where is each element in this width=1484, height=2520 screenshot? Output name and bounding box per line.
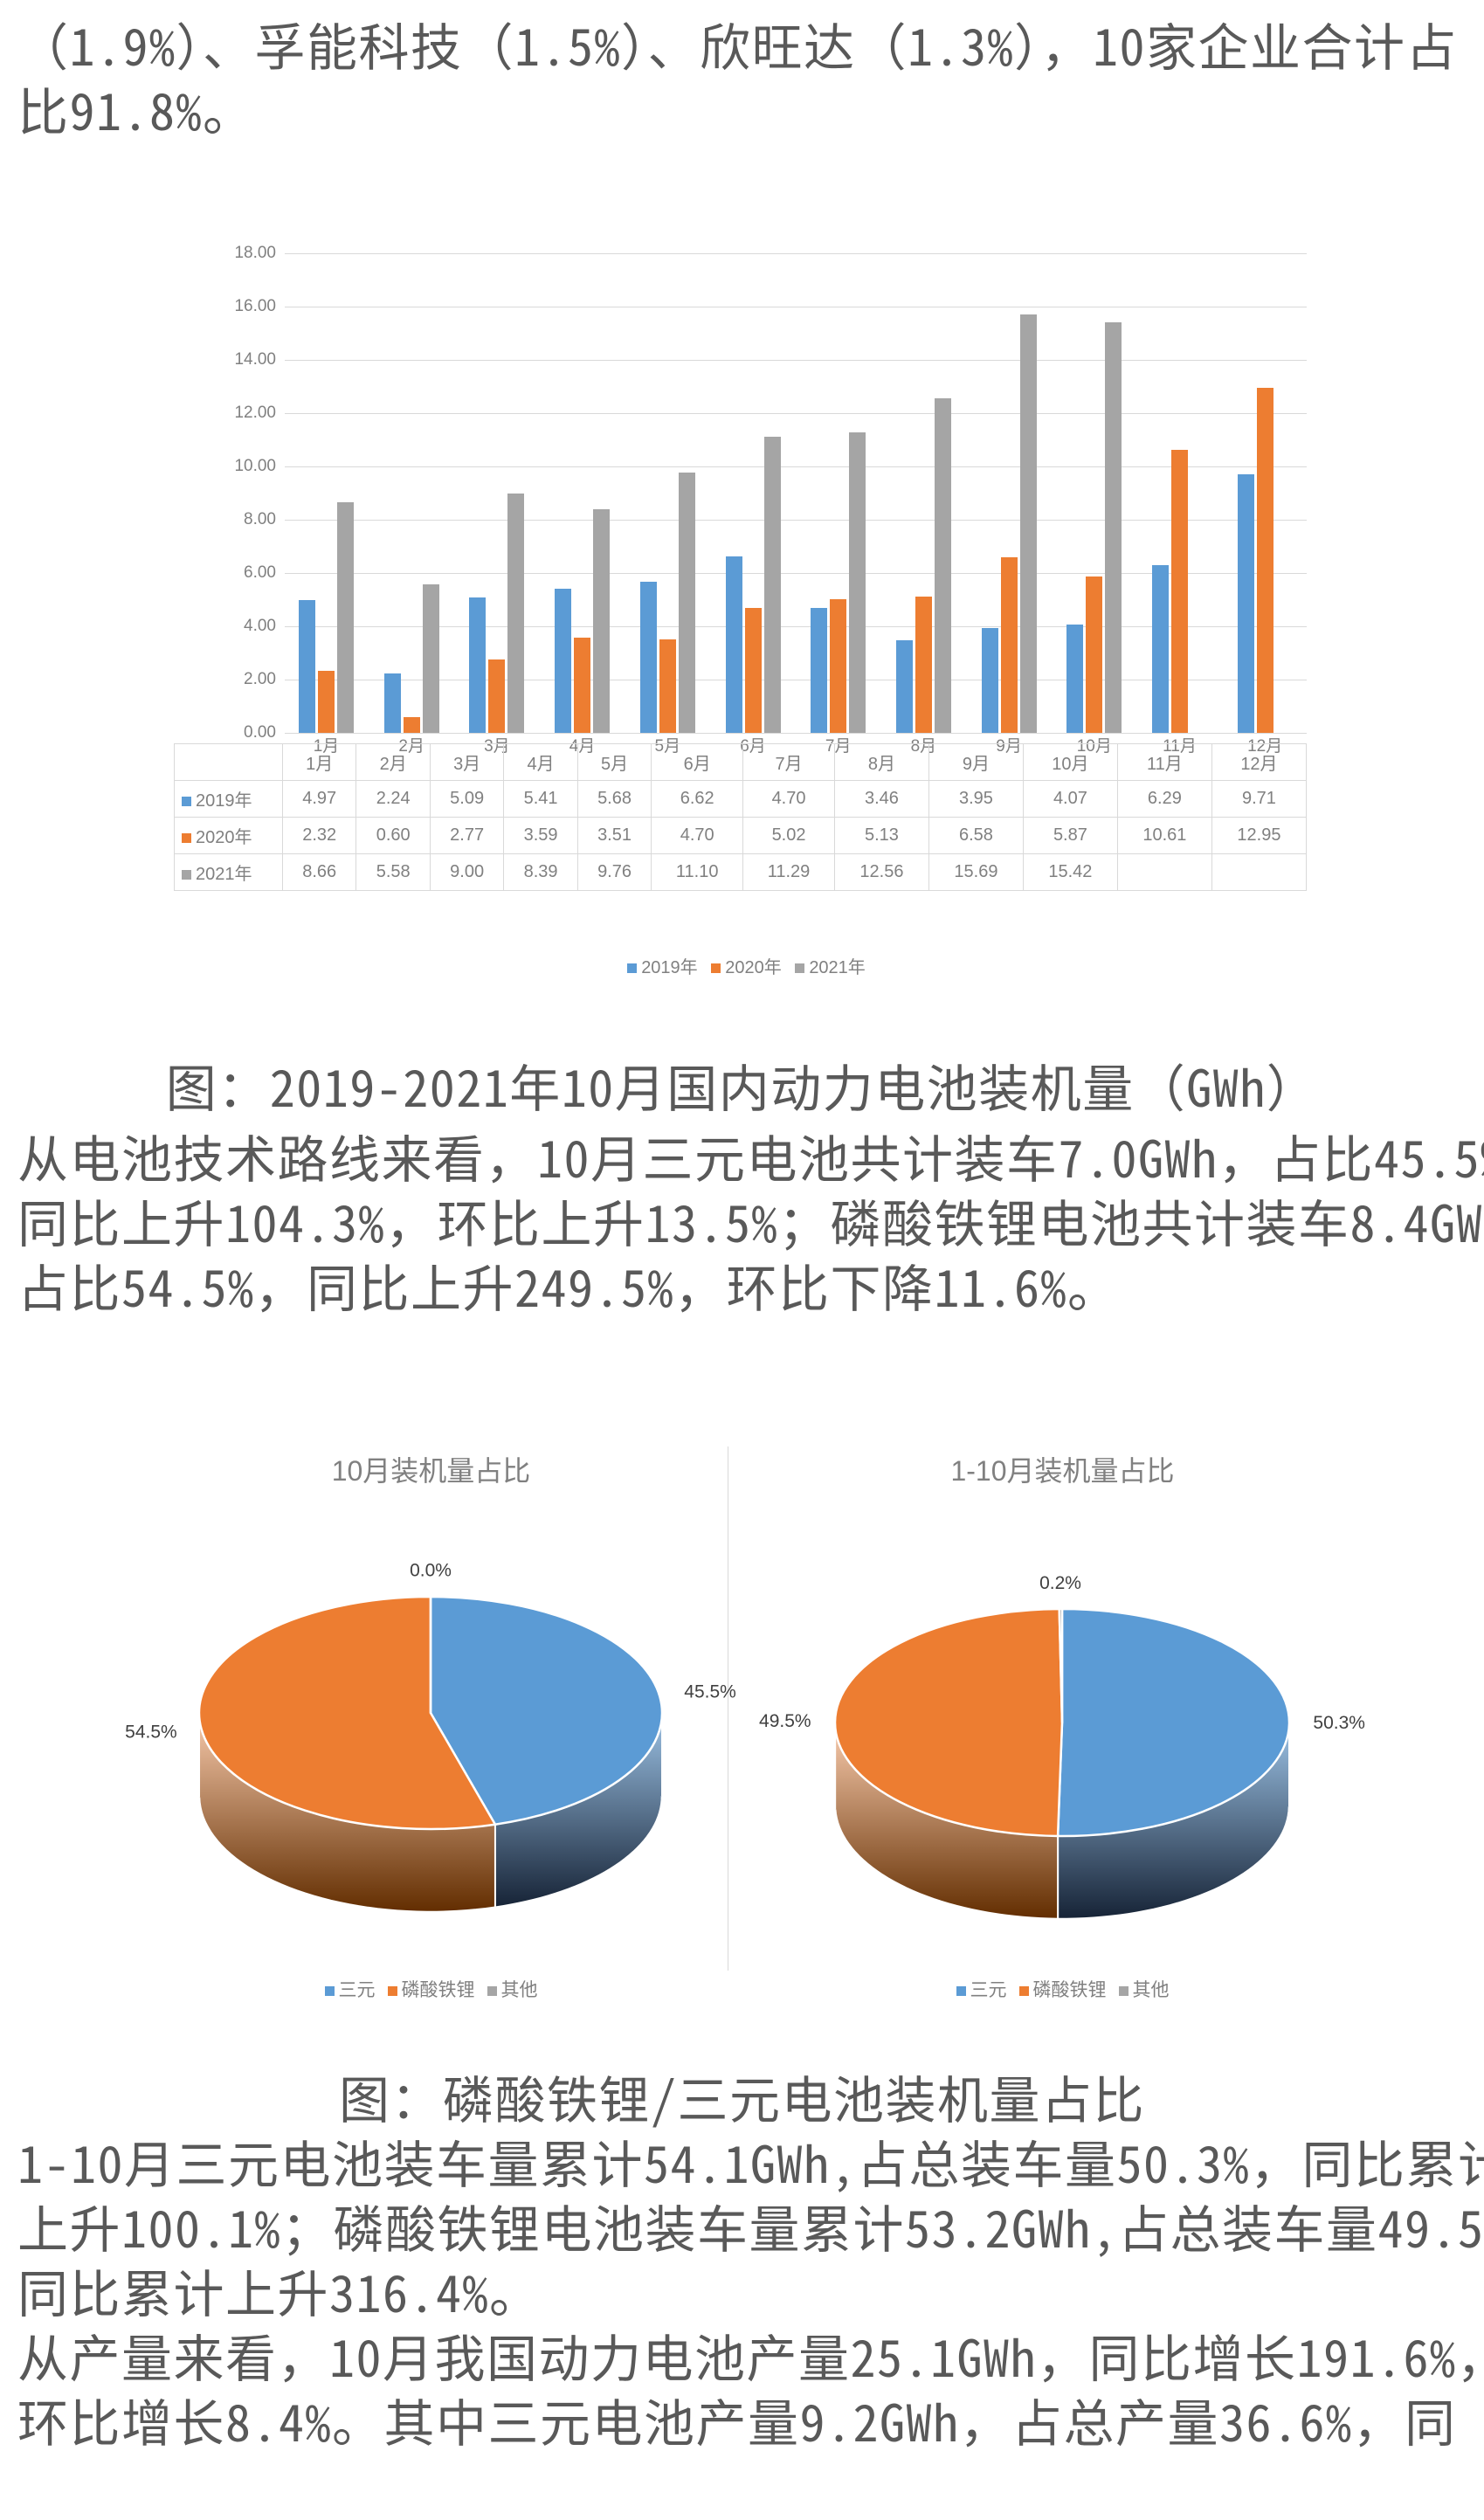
svg-text:50.3%: 50.3% (1313, 1713, 1365, 1733)
svg-text:0.0%: 0.0% (410, 1560, 452, 1580)
svg-text:0.2%: 0.2% (1039, 1573, 1081, 1593)
svg-text:45.5%: 45.5% (684, 1682, 736, 1702)
svg-text:54.5%: 54.5% (125, 1722, 177, 1742)
svg-text:49.5%: 49.5% (759, 1711, 811, 1731)
